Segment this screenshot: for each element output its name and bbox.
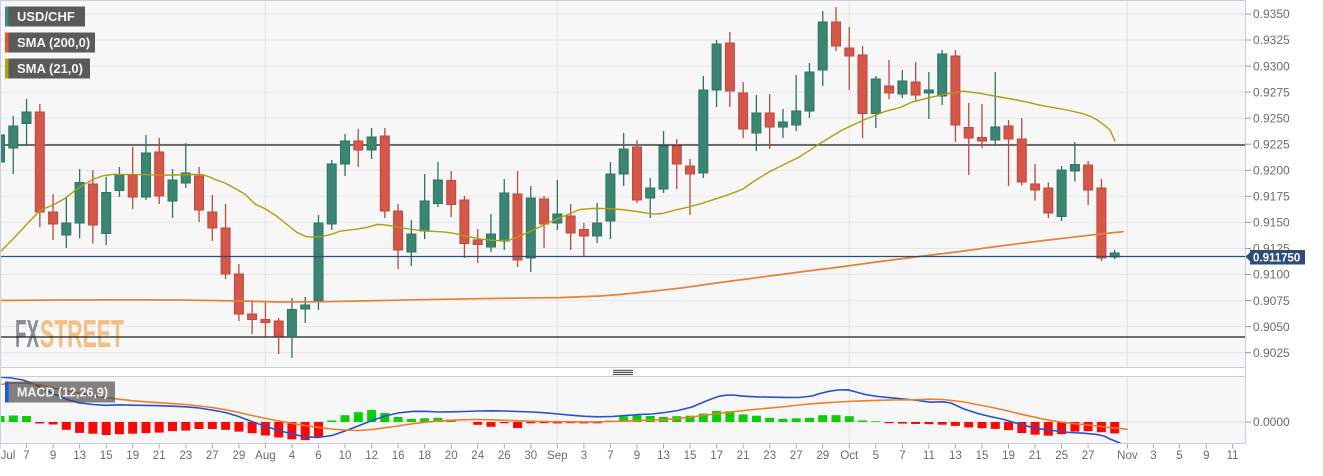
svg-text:Aug: Aug: [255, 450, 275, 462]
svg-text:7: 7: [607, 450, 613, 462]
svg-text:7: 7: [899, 450, 905, 462]
svg-text:5: 5: [1176, 450, 1182, 462]
svg-text:25: 25: [1055, 450, 1068, 462]
svg-text:9: 9: [634, 450, 640, 462]
svg-text:Oct: Oct: [840, 450, 859, 462]
svg-text:15: 15: [684, 450, 697, 462]
svg-text:SMA (21,0): SMA (21,0): [17, 61, 83, 76]
svg-text:19: 19: [126, 450, 139, 462]
svg-text:0.9275: 0.9275: [1253, 85, 1290, 99]
svg-text:STREET: STREET: [40, 313, 124, 356]
svg-text:27: 27: [1082, 450, 1095, 462]
svg-text:6: 6: [315, 450, 321, 462]
svg-text:0.9200: 0.9200: [1253, 164, 1290, 178]
svg-text:11: 11: [1227, 450, 1239, 462]
svg-text:10: 10: [339, 450, 352, 462]
svg-text:29: 29: [816, 450, 829, 462]
svg-text:3: 3: [581, 450, 587, 462]
svg-text:0.9300: 0.9300: [1253, 59, 1290, 73]
svg-text:27: 27: [790, 450, 803, 462]
svg-text:0.9050: 0.9050: [1253, 320, 1290, 334]
svg-text:0.911750: 0.911750: [1253, 253, 1300, 265]
svg-text:0.9325: 0.9325: [1253, 33, 1290, 47]
svg-text:26: 26: [498, 450, 511, 462]
svg-text:29: 29: [233, 450, 246, 462]
svg-text:21: 21: [153, 450, 166, 462]
svg-text:FX: FX: [15, 313, 39, 356]
svg-text:23: 23: [179, 450, 192, 462]
svg-text:MACD (12,26,9): MACD (12,26,9): [17, 386, 108, 400]
svg-text:15: 15: [976, 450, 989, 462]
svg-text:0.9225: 0.9225: [1253, 137, 1290, 151]
svg-text:21: 21: [1029, 450, 1042, 462]
svg-text:0.0000: 0.0000: [1253, 415, 1290, 429]
svg-text:0.9250: 0.9250: [1253, 111, 1290, 125]
svg-text:30: 30: [524, 450, 537, 462]
svg-text:18: 18: [418, 450, 431, 462]
svg-text:0.9150: 0.9150: [1253, 216, 1290, 230]
svg-text:0.9075: 0.9075: [1253, 294, 1290, 308]
svg-text:Jul: Jul: [1, 450, 16, 462]
svg-text:9: 9: [50, 450, 56, 462]
svg-text:5: 5: [873, 450, 879, 462]
svg-text:0.9025: 0.9025: [1253, 346, 1290, 360]
svg-text:11: 11: [923, 450, 935, 462]
svg-text:20: 20: [445, 450, 458, 462]
svg-text:19: 19: [1002, 450, 1015, 462]
svg-text:3: 3: [1150, 450, 1156, 462]
svg-text:0.9350: 0.9350: [1253, 7, 1290, 21]
svg-text:15: 15: [100, 450, 113, 462]
svg-text:9: 9: [1203, 450, 1209, 462]
svg-text:16: 16: [392, 450, 405, 462]
svg-text:7: 7: [23, 450, 29, 462]
svg-text:13: 13: [657, 450, 670, 462]
svg-text:Nov: Nov: [1117, 450, 1138, 462]
svg-text:13: 13: [949, 450, 962, 462]
svg-text:0.9175: 0.9175: [1253, 190, 1290, 204]
svg-text:27: 27: [206, 450, 219, 462]
svg-text:USD/CHF: USD/CHF: [17, 9, 75, 24]
svg-text:23: 23: [763, 450, 776, 462]
svg-text:Sep: Sep: [547, 450, 567, 462]
svg-text:17: 17: [710, 450, 723, 462]
svg-text:21: 21: [737, 450, 750, 462]
svg-text:SMA (200,0): SMA (200,0): [17, 35, 90, 50]
svg-text:4: 4: [289, 450, 296, 462]
svg-text:0.9100: 0.9100: [1253, 268, 1290, 282]
svg-text:13: 13: [73, 450, 86, 462]
svg-text:24: 24: [471, 450, 484, 462]
svg-text:12: 12: [365, 450, 378, 462]
